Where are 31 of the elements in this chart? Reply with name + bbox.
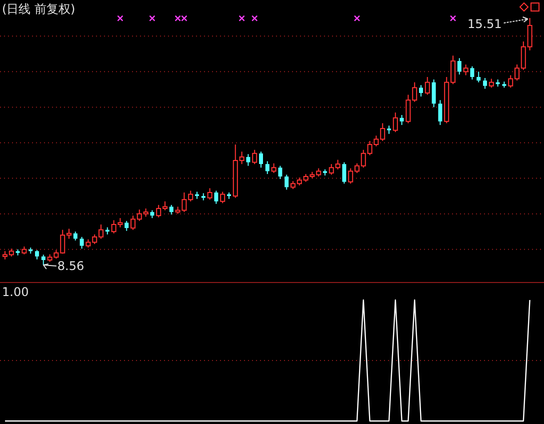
candlestick (470, 66, 474, 80)
candlestick (342, 162, 346, 184)
candlestick (271, 162, 276, 174)
candlestick (207, 188, 212, 200)
candlestick (41, 254, 46, 266)
candlestick (252, 149, 258, 165)
candlestick (278, 165, 282, 180)
candlestick (80, 236, 84, 250)
candlestick (400, 114, 404, 126)
annotation: 15.51 (467, 17, 502, 31)
candlestick (457, 58, 462, 76)
candlestick (463, 64, 468, 76)
candlestick (246, 154, 250, 166)
candlestick (476, 71, 481, 83)
candlestick (392, 112, 398, 133)
candlestick (419, 84, 423, 98)
candlestick (265, 160, 270, 175)
candlestick (284, 174, 289, 190)
candlestick (220, 191, 226, 204)
candlestick (432, 78, 436, 108)
candlestick (169, 204, 174, 216)
annotation: 8.56 (57, 259, 84, 273)
candlestick (259, 151, 263, 168)
candlestick (483, 78, 487, 90)
chart-title: 1.00 (2, 285, 29, 299)
candlestick (214, 190, 218, 204)
candlestick (438, 100, 442, 126)
candlestick (35, 250, 39, 260)
candlestick (424, 76, 430, 96)
chart-title: (日线 前复权) (2, 2, 76, 16)
candlestick (124, 220, 129, 232)
